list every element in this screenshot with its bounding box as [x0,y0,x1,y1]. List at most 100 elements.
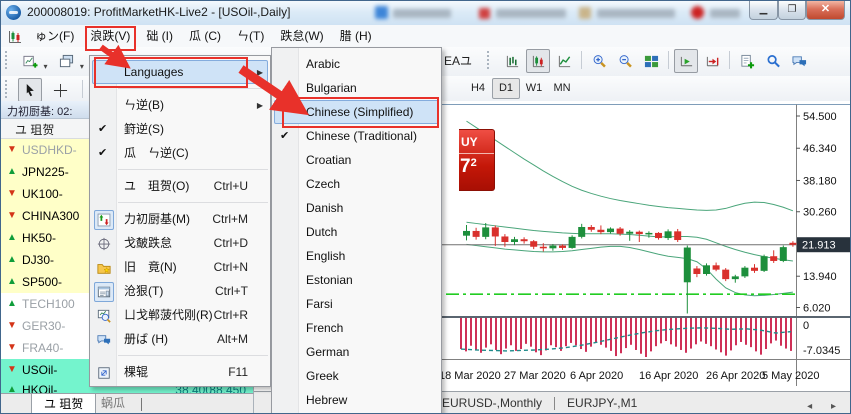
svg-text:6.020: 6.020 [803,302,831,314]
language-item-czech[interactable]: Czech [306,177,341,191]
tab-scroll-arrows[interactable]: ◂ ▸ [807,401,844,412]
menu-item-languages[interactable]: Languages ▶ [90,60,270,84]
chevron-down-icon[interactable]: ▾ [43,62,48,71]
title-bar: 200008019: ProfitMarketHK-Live2 - [USOil… [1,1,850,26]
autoscroll-icon[interactable] [674,49,698,73]
blurred-text [597,9,675,18]
language-item-bulgarian[interactable]: Bulgarian [306,81,357,95]
terminal-icon [94,282,114,302]
language-item-arabic[interactable]: Arabic [306,57,341,71]
timeframe-w1[interactable]: W1 [525,82,543,94]
menu-file[interactable]: ゅン(F) [35,29,75,43]
menu-item-h[interactable]: 册ば (H) Alt+M [90,327,270,351]
ask-price: 38.450 [209,383,246,393]
shortcut-label: F11 [228,365,248,379]
app-logo-icon [6,5,21,20]
menu-item-n[interactable]: 旧 竟(N) Ctrl+N [90,255,270,279]
language-item-french[interactable]: French [306,321,344,335]
language-item-english[interactable]: English [306,249,346,263]
menu-item-o[interactable]: ユ 珇贺(O) Ctrl+U [90,174,270,198]
chevron-down-icon[interactable]: ▾ [79,62,84,71]
menu-tools[interactable]: ㄣ(T) [237,29,265,43]
buy-label-fragment: UY [461,135,478,149]
language-item-chinese-traditional-[interactable]: ✔ Chinese (Traditional) [272,124,441,148]
svg-text:27 Mar 2020: 27 Mar 2020 [504,370,566,382]
language-item-estonian[interactable]: Estonian [306,273,353,287]
new-chart-button[interactable] [18,49,42,73]
zoom-out-icon[interactable] [613,49,637,73]
linechart-icon[interactable] [552,49,576,73]
tester-icon [94,306,114,326]
arrow-down-icon: ▼ [7,188,17,199]
menu-item-s[interactable]: ✔ 篈逆(S) [90,117,270,141]
zoom-in-icon[interactable] [587,49,611,73]
shift-icon[interactable] [700,49,724,73]
symbol-name: SP500- [22,275,63,289]
language-item-dutch[interactable]: Dutch [306,225,338,239]
crosshair-tool-button[interactable] [49,78,73,102]
menu-window[interactable]: 跌怠(W) [280,29,324,43]
arrow-up-icon: ▲ [7,232,17,243]
language-item-german[interactable]: German [306,345,350,359]
menu-help[interactable]: 腊 (H) [339,29,372,43]
chat-icon[interactable] [787,49,811,73]
shortcut-label: Ctrl+T [215,284,248,298]
check-icon: ✔ [98,123,108,135]
symbol-name: UK100- [22,187,63,201]
bars-icon[interactable] [500,49,524,73]
mdi-chart-icon[interactable] [7,29,23,43]
toolbar-grip[interactable] [483,47,495,74]
menu-view[interactable]: 浪跌(V) [90,29,131,43]
menu-item-[interactable]: 戈皶跌怠 Ctrl+D [90,231,270,255]
timeframe-mn[interactable]: MN [553,82,571,94]
menu-item-r[interactable]: ㄩ戈郸菠代刚(R) Ctrl+R [90,303,270,327]
window-title: 200008019: ProfitMarketHK-Live2 - [USOil… [27,5,291,19]
shortcut-label: Ctrl+R [213,308,248,322]
symbol-name: DJ30- [22,253,55,267]
menu-insert[interactable]: 础 (I) [146,29,173,43]
blurred-taskbar-icon [375,6,388,19]
menu-item-c[interactable]: ✔ 瓜 ㄣ逆(C) [90,141,270,165]
chart-tab-eurusd-monthly[interactable]: EURUSD-,Monthly [442,396,543,410]
toolbar-grip[interactable] [5,80,10,98]
chart-tabs: EURUSD-,Monthly EURJPY-,M1 [254,396,649,411]
blurred-text [393,9,451,18]
menu-item-[interactable]: 棵辊 F11 [90,360,270,384]
language-item-croatian[interactable]: Croatian [306,153,352,167]
menu-item-m[interactable]: 力初厨基(M) Ctrl+M [90,207,270,231]
chart-tab-eurjpy-m1[interactable]: EURJPY-,M1 [567,396,638,410]
menu-charts[interactable]: 瓜 (C) [189,29,221,43]
svg-text:18 Mar 2020: 18 Mar 2020 [439,370,501,382]
blurred-taskbar-icon [691,6,704,19]
candles-icon[interactable] [526,49,550,73]
profiles-button[interactable] [55,49,79,73]
arrow-down-icon: ▼ [7,342,17,353]
language-item-hebrew[interactable]: Hebrew [306,393,348,407]
restore-button[interactable]: ❐ [778,1,806,20]
timeframe-d1[interactable]: D1 [492,78,520,99]
toolbar-grip[interactable] [5,51,10,69]
tab-symbols[interactable]: ユ 珇贺 [31,393,97,413]
language-item-greek[interactable]: Greek [306,369,339,383]
menu-item-t[interactable]: 沧狠(T) Ctrl+T [90,279,270,303]
expert-advisors-button[interactable]: EAユ [444,54,473,68]
tile-icon[interactable] [639,49,663,73]
minimize-button[interactable]: ▁ [749,1,778,20]
symbol-name: GER30- [22,319,66,333]
buy-price-pip: 2 [470,157,477,169]
one-click-buy-button[interactable]: UY 72 [459,129,495,191]
close-button[interactable]: ✕ [806,1,845,20]
search-icon[interactable] [761,49,785,73]
symbol-name: FRA40- [22,341,64,355]
tab-tick-chart[interactable]: 蜗瓜 [101,396,126,410]
blurred-taskbar-icon [579,7,591,19]
timeframe-h4[interactable]: H4 [470,82,486,94]
menu-separator [118,202,268,203]
cursor-tool-button[interactable] [18,78,43,102]
language-item-chinese-simplified-[interactable]: Chinese (Simplified) [272,100,441,124]
language-item-danish[interactable]: Danish [306,201,344,215]
new-order-icon[interactable] [735,49,759,73]
menu-item-b[interactable]: ㄣ逆(B) ▶ [90,93,270,117]
language-item-farsi[interactable]: Farsi [306,297,333,311]
